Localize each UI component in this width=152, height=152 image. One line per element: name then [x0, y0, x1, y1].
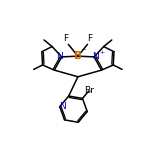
Text: N: N: [57, 52, 63, 61]
Text: N: N: [60, 102, 66, 111]
Text: B: B: [74, 51, 82, 61]
Text: +: +: [99, 50, 104, 55]
Text: F: F: [88, 34, 93, 43]
Text: N: N: [92, 52, 99, 61]
Text: Br: Br: [84, 86, 94, 95]
Text: F: F: [63, 34, 68, 43]
Text: ⁻: ⁻: [82, 48, 86, 57]
